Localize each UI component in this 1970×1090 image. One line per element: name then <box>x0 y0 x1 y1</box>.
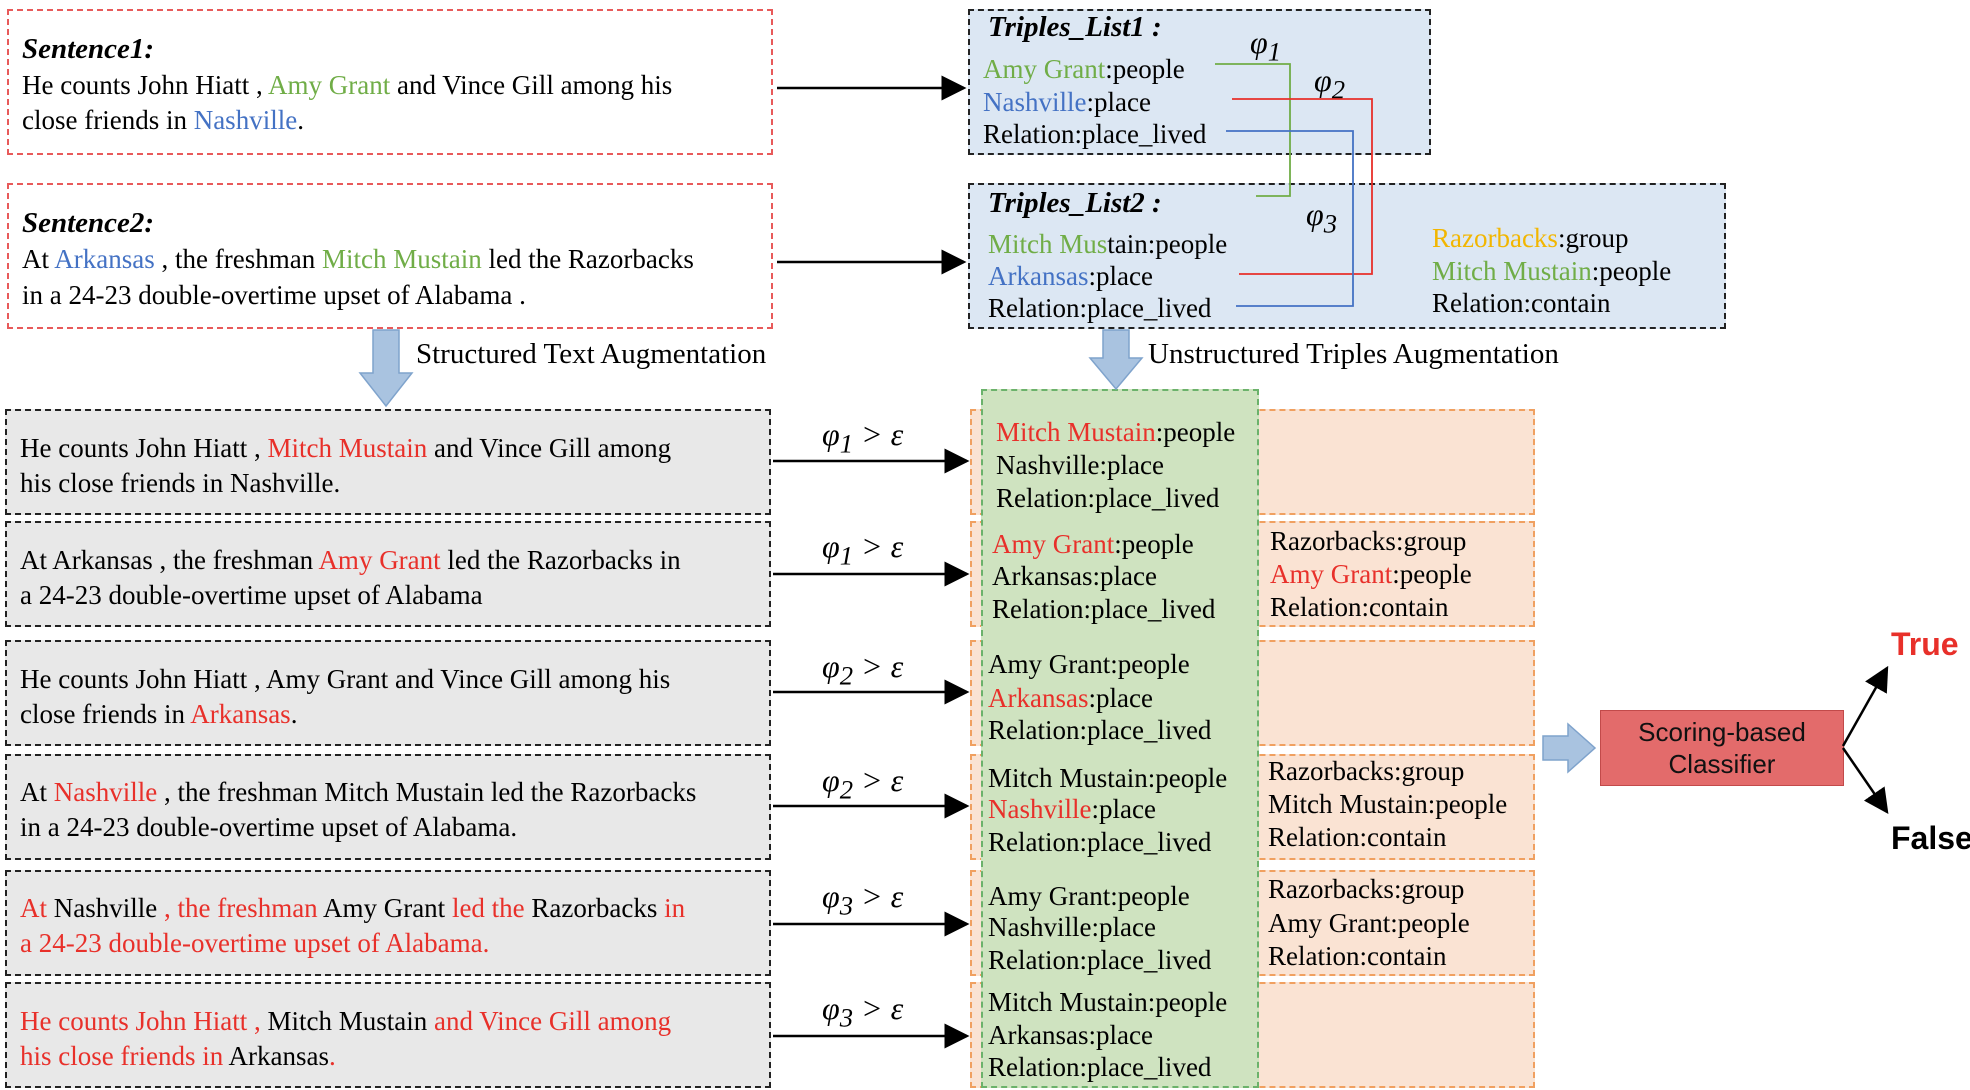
aug-triple-2-o1: Razorbacks:group <box>1270 526 1467 556</box>
aug-triple-4-o2: Mitch Mustain:people <box>1268 789 1508 819</box>
aug-triple-3-r1: Amy Grant:people <box>988 649 1190 679</box>
triples-list1-row1: Amy Grant:people <box>983 54 1185 84</box>
triples-list2-box <box>968 183 1726 329</box>
aug-text-6-line2: his close friends in Arkansas. <box>20 1041 336 1071</box>
aug-triple-2-r1: Amy Grant:people <box>992 529 1194 559</box>
aug-triple-4-r2: Nashville:place <box>988 794 1156 824</box>
aug-triple-2-r3: Relation:place_lived <box>992 594 1216 624</box>
condition-1: φ1 > ε <box>822 416 904 459</box>
aug-triple-6-r3: Relation:place_lived <box>988 1052 1212 1082</box>
condition-5: φ3 > ε <box>822 878 904 921</box>
aug-text-box-5 <box>5 870 771 976</box>
aug-triple-1-r2: Nashville:place <box>996 450 1164 480</box>
phi2-line <box>1232 98 1373 275</box>
aug-triple-1-r3: Relation:place_lived <box>996 483 1220 513</box>
aug-text-3-line1: He counts John Hiatt , Amy Grant and Vin… <box>20 664 671 694</box>
sentence1-box <box>7 9 773 155</box>
sentence2-line2: in a 24-23 double-overtime upset of Alab… <box>22 280 526 310</box>
aug-triple-4-r1: Mitch Mustain:people <box>988 763 1228 793</box>
phi2-label: φ2 <box>1314 62 1346 105</box>
sentence2-line1: At Arkansas , the freshman Mitch Mustain… <box>22 244 694 274</box>
triples-list1-title: Triples_List1 : <box>988 11 1162 43</box>
arrow-false <box>1841 747 1889 815</box>
aug-text-2-line1: At Arkansas , the freshman Amy Grant led… <box>20 545 681 575</box>
triples-list2-side3: Relation:contain <box>1432 288 1611 318</box>
aug-text-4-line1: At Nashville , the freshman Mitch Mustai… <box>20 777 697 807</box>
triples-list1-row3: Relation:place_lived <box>983 119 1207 149</box>
sentence1-line2: close friends in Nashville. <box>22 105 304 135</box>
aug-triple-5-r2: Nashville:place <box>988 912 1156 942</box>
triples-list2-side1: Razorbacks:group <box>1432 223 1629 253</box>
aug-text-4-line2: in a 24-23 double-overtime upset of Alab… <box>20 812 518 842</box>
aug-text-box-6 <box>5 982 771 1088</box>
aug-triple-1-r1: Mitch Mustain:people <box>996 417 1236 447</box>
selected-triples-column <box>981 389 1259 1088</box>
aug-text-2-line2: a 24-23 double-overtime upset of Alabama <box>20 580 483 610</box>
triples-list1-row2: Nashville:place <box>983 87 1151 117</box>
sentence1-line1: He counts John Hiatt , Amy Grant and Vin… <box>22 70 673 100</box>
arrow-true <box>1841 665 1889 747</box>
aug-text-5-line1: At Nashville , the freshman Amy Grant le… <box>20 893 686 923</box>
triples-list2-side2: Mitch Mustain:people <box>1432 256 1672 286</box>
scoring-classifier: Scoring-based Classifier <box>1600 710 1844 786</box>
sentence1-title: Sentence1: <box>22 33 155 65</box>
triples-list2-title: Triples_List2 : <box>988 187 1162 219</box>
aug-text-box-3 <box>5 640 771 746</box>
structured-augmentation-label: Structured Text Augmentation <box>416 338 767 370</box>
condition-4: φ2 > ε <box>822 762 904 805</box>
aug-triple-2-o2: Amy Grant:people <box>1270 559 1472 589</box>
condition-2: φ1 > ε <box>822 528 904 571</box>
aug-text-1-line1: He counts John Hiatt , Mitch Mustain and… <box>20 433 672 463</box>
output-false: False <box>1891 820 1970 856</box>
aug-triple-5-o2: Amy Grant:people <box>1268 908 1470 938</box>
aug-triple-5-r3: Relation:place_lived <box>988 945 1212 975</box>
condition-3: φ2 > ε <box>822 648 904 691</box>
aug-triple-4-o3: Relation:contain <box>1268 822 1447 852</box>
output-true: True <box>1891 626 1959 662</box>
aug-triple-4-r3: Relation:place_lived <box>988 827 1212 857</box>
aug-triple-5-o1: Razorbacks:group <box>1268 874 1465 904</box>
aug-text-1-line2: his close friends in Nashville. <box>20 468 341 498</box>
aug-triple-4-o1: Razorbacks:group <box>1268 756 1465 786</box>
triples-list2-row3: Relation:place_lived <box>988 293 1212 323</box>
phi3-label: φ3 <box>1306 196 1338 239</box>
aug-triple-5-o3: Relation:contain <box>1268 941 1447 971</box>
aug-text-box-4 <box>5 754 771 860</box>
aug-triple-5-r1: Amy Grant:people <box>988 881 1190 911</box>
aug-text-6-line1: He counts John Hiatt , Mitch Mustain and… <box>20 1006 672 1036</box>
phi1-label: φ1 <box>1250 24 1282 67</box>
unstructured-augmentation-label: Unstructured Triples Augmentation <box>1148 338 1559 370</box>
aug-triple-6-r2: Arkansas:place <box>988 1020 1153 1050</box>
aug-triple-3-r2: Arkansas:place <box>988 683 1153 713</box>
phi1-line <box>1215 63 1291 197</box>
aug-triple-6-r1: Mitch Mustain:people <box>988 987 1228 1017</box>
aug-triple-2-o3: Relation:contain <box>1270 592 1449 622</box>
condition-6: φ3 > ε <box>822 990 904 1033</box>
aug-triple-2-r2: Arkansas:place <box>992 561 1157 591</box>
down-arrow-unstructured <box>1088 329 1144 391</box>
arrow-to-classifier <box>1542 722 1597 774</box>
sentence2-box <box>7 183 773 329</box>
aug-text-box-1 <box>5 409 771 515</box>
aug-text-5-line2: a 24-23 double-overtime upset of Alabama… <box>20 928 490 958</box>
down-arrow-structured <box>358 329 414 408</box>
aug-triple-3-r3: Relation:place_lived <box>988 715 1212 745</box>
triples-list2-row1: Mitch Mustain:people <box>988 229 1228 259</box>
phi3-line <box>1226 130 1354 307</box>
aug-text-3-line2: close friends in Arkansas. <box>20 699 298 729</box>
sentence2-title: Sentence2: <box>22 207 155 239</box>
triples-list2-row2: Arkansas:place <box>988 261 1153 291</box>
aug-text-box-2 <box>5 521 771 627</box>
